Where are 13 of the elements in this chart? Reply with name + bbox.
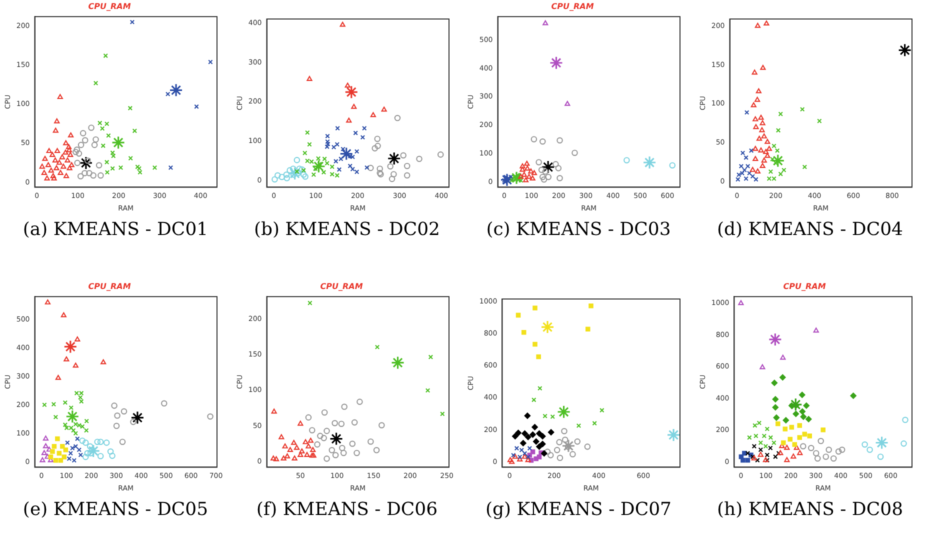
text: (g) KMEANS - DC07 (484, 499, 673, 520)
chart-title: CPU_RAM (320, 282, 362, 291)
text: (f) KMEANS - DC06 (255, 499, 439, 520)
text: (h) KMEANS - DC08 (716, 499, 904, 520)
chart-title: CPU_RAM (88, 282, 131, 291)
text: (c) KMEANS - DC03 (485, 219, 672, 240)
text: (a) KMEANS - DC01 (22, 219, 210, 240)
chart-title: CPU_RAM (88, 2, 131, 11)
text: (e) KMEANS - DC05 (22, 499, 210, 520)
text: (d) KMEANS - DC04 (716, 219, 904, 240)
text: (b) KMEANS - DC02 (252, 219, 442, 240)
chart-title: CPU_RAM (782, 282, 826, 291)
chart-title: CPU_RAM (551, 2, 594, 11)
